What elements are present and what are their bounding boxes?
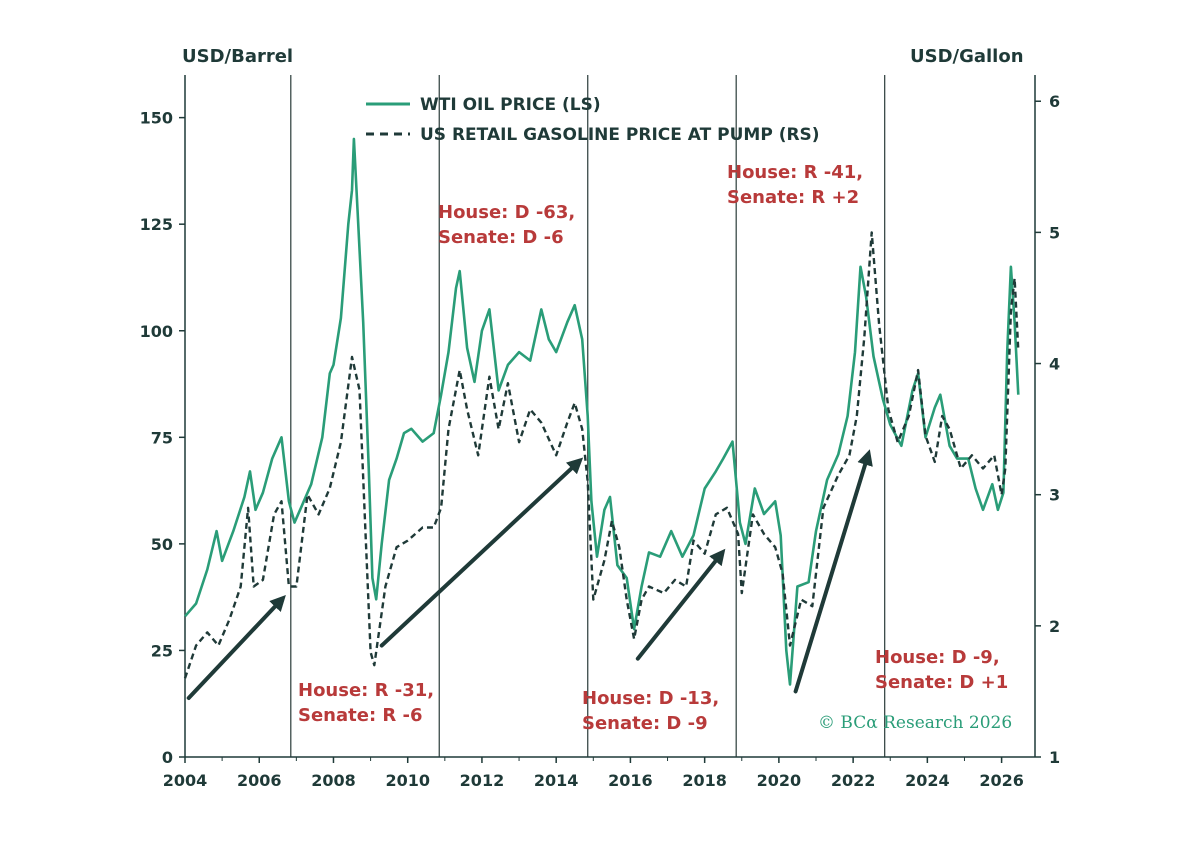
left-axis-unit: USD/Barrel xyxy=(182,46,294,67)
right-axis-ticks: 1 2 3 4 5 6 xyxy=(1035,92,1060,767)
annotation-2022: House: R -41, Senate: R +2 xyxy=(727,160,863,210)
trend-arrow xyxy=(186,594,286,700)
annotation-2026: House: D -9, Senate: D +1 xyxy=(875,645,1008,695)
gasoline-price-line xyxy=(183,231,1020,679)
trend-arrows xyxy=(186,449,873,700)
trend-arrow xyxy=(379,457,584,648)
trend-arrow xyxy=(635,548,726,661)
series-lines xyxy=(183,137,1020,686)
right-axis-unit: USD/Gallon xyxy=(910,46,1024,67)
right-tick-label: 3 xyxy=(1049,486,1060,505)
annotation-senate: Senate: R -6 xyxy=(298,705,423,726)
x-tick-label: 2026 xyxy=(979,771,1024,790)
x-tick-label: 2008 xyxy=(311,771,356,790)
annotation-senate: Senate: D -9 xyxy=(582,713,708,734)
annotation-house: House: D -63, xyxy=(438,202,576,223)
annotation-senate: Senate: D +1 xyxy=(875,672,1009,693)
annotation-2014: House: D -63, Senate: D -6 xyxy=(438,200,575,250)
annotation-2010: House: R -31, Senate: R -6 xyxy=(298,678,434,728)
axes xyxy=(184,75,1036,758)
left-tick-label: 75 xyxy=(151,428,173,447)
right-tick-label: 6 xyxy=(1049,92,1060,111)
x-tick-label: 2020 xyxy=(757,771,802,790)
left-axis-ticks: 0 25 50 75 100 125 150 xyxy=(140,109,185,767)
right-tick-label: 1 xyxy=(1049,748,1060,767)
annotation-2018: House: D -13, Senate: D -9 xyxy=(582,686,719,736)
annotation-senate: Senate: R +2 xyxy=(727,187,860,208)
annotation-house: House: R -41, xyxy=(727,162,864,183)
x-axis-ticks: 2004 2006 2008 2010 2012 2014 2016 2018 2020 2022… xyxy=(163,757,1024,790)
annotation-house: House: D -13, xyxy=(582,688,720,709)
x-tick-label: 2012 xyxy=(460,771,505,790)
left-tick-label: 0 xyxy=(162,748,173,767)
x-tick-label: 2024 xyxy=(905,771,950,790)
left-tick-label: 100 xyxy=(140,322,173,341)
x-tick-label: 2014 xyxy=(534,771,579,790)
legend: WTI OIL PRICE (LS) US RETAIL GASOLINE PR… xyxy=(366,95,820,145)
annotation-house: House: R -31, xyxy=(298,680,435,701)
left-tick-label: 25 xyxy=(151,641,173,660)
left-tick-label: 50 xyxy=(151,535,173,554)
left-tick-label: 150 xyxy=(140,109,173,128)
right-tick-label: 2 xyxy=(1049,617,1060,636)
left-tick-label: 125 xyxy=(140,215,173,234)
right-tick-label: 5 xyxy=(1049,223,1060,242)
legend-label-wti: WTI OIL PRICE (LS) xyxy=(420,95,601,115)
x-tick-label: 2006 xyxy=(237,771,282,790)
annotation-house: House: D -9, xyxy=(875,647,1000,668)
legend-label-gasoline: US RETAIL GASOLINE PRICE AT PUMP (RS) xyxy=(420,125,820,145)
source-credit: © BCα Research 2026 xyxy=(818,713,1013,733)
x-tick-label: 2016 xyxy=(608,771,653,790)
x-tick-label: 2022 xyxy=(831,771,876,790)
right-tick-label: 4 xyxy=(1049,355,1060,374)
annotation-senate: Senate: D -6 xyxy=(438,227,564,248)
x-tick-label: 2010 xyxy=(385,771,430,790)
trend-arrow xyxy=(793,449,873,694)
x-tick-label: 2018 xyxy=(682,771,727,790)
x-tick-label: 2004 xyxy=(163,771,208,790)
wti-oil-price-line xyxy=(184,137,1020,686)
